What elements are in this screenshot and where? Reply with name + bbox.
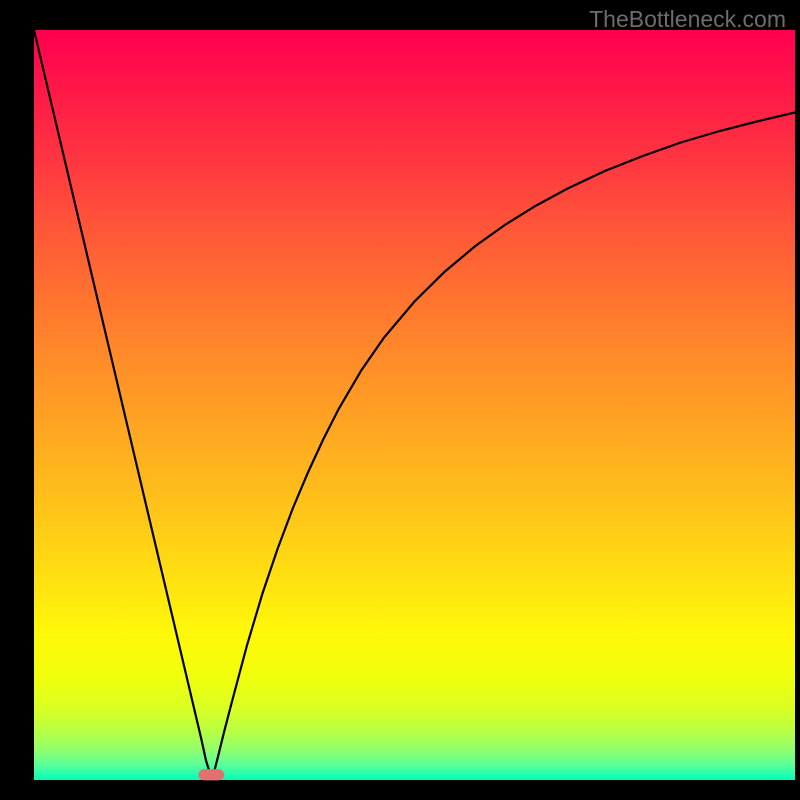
minimum-marker <box>198 769 224 780</box>
chart-svg <box>0 0 800 800</box>
bottleneck-chart: TheBottleneck.com <box>0 0 800 800</box>
watermark-text: TheBottleneck.com <box>589 6 786 33</box>
